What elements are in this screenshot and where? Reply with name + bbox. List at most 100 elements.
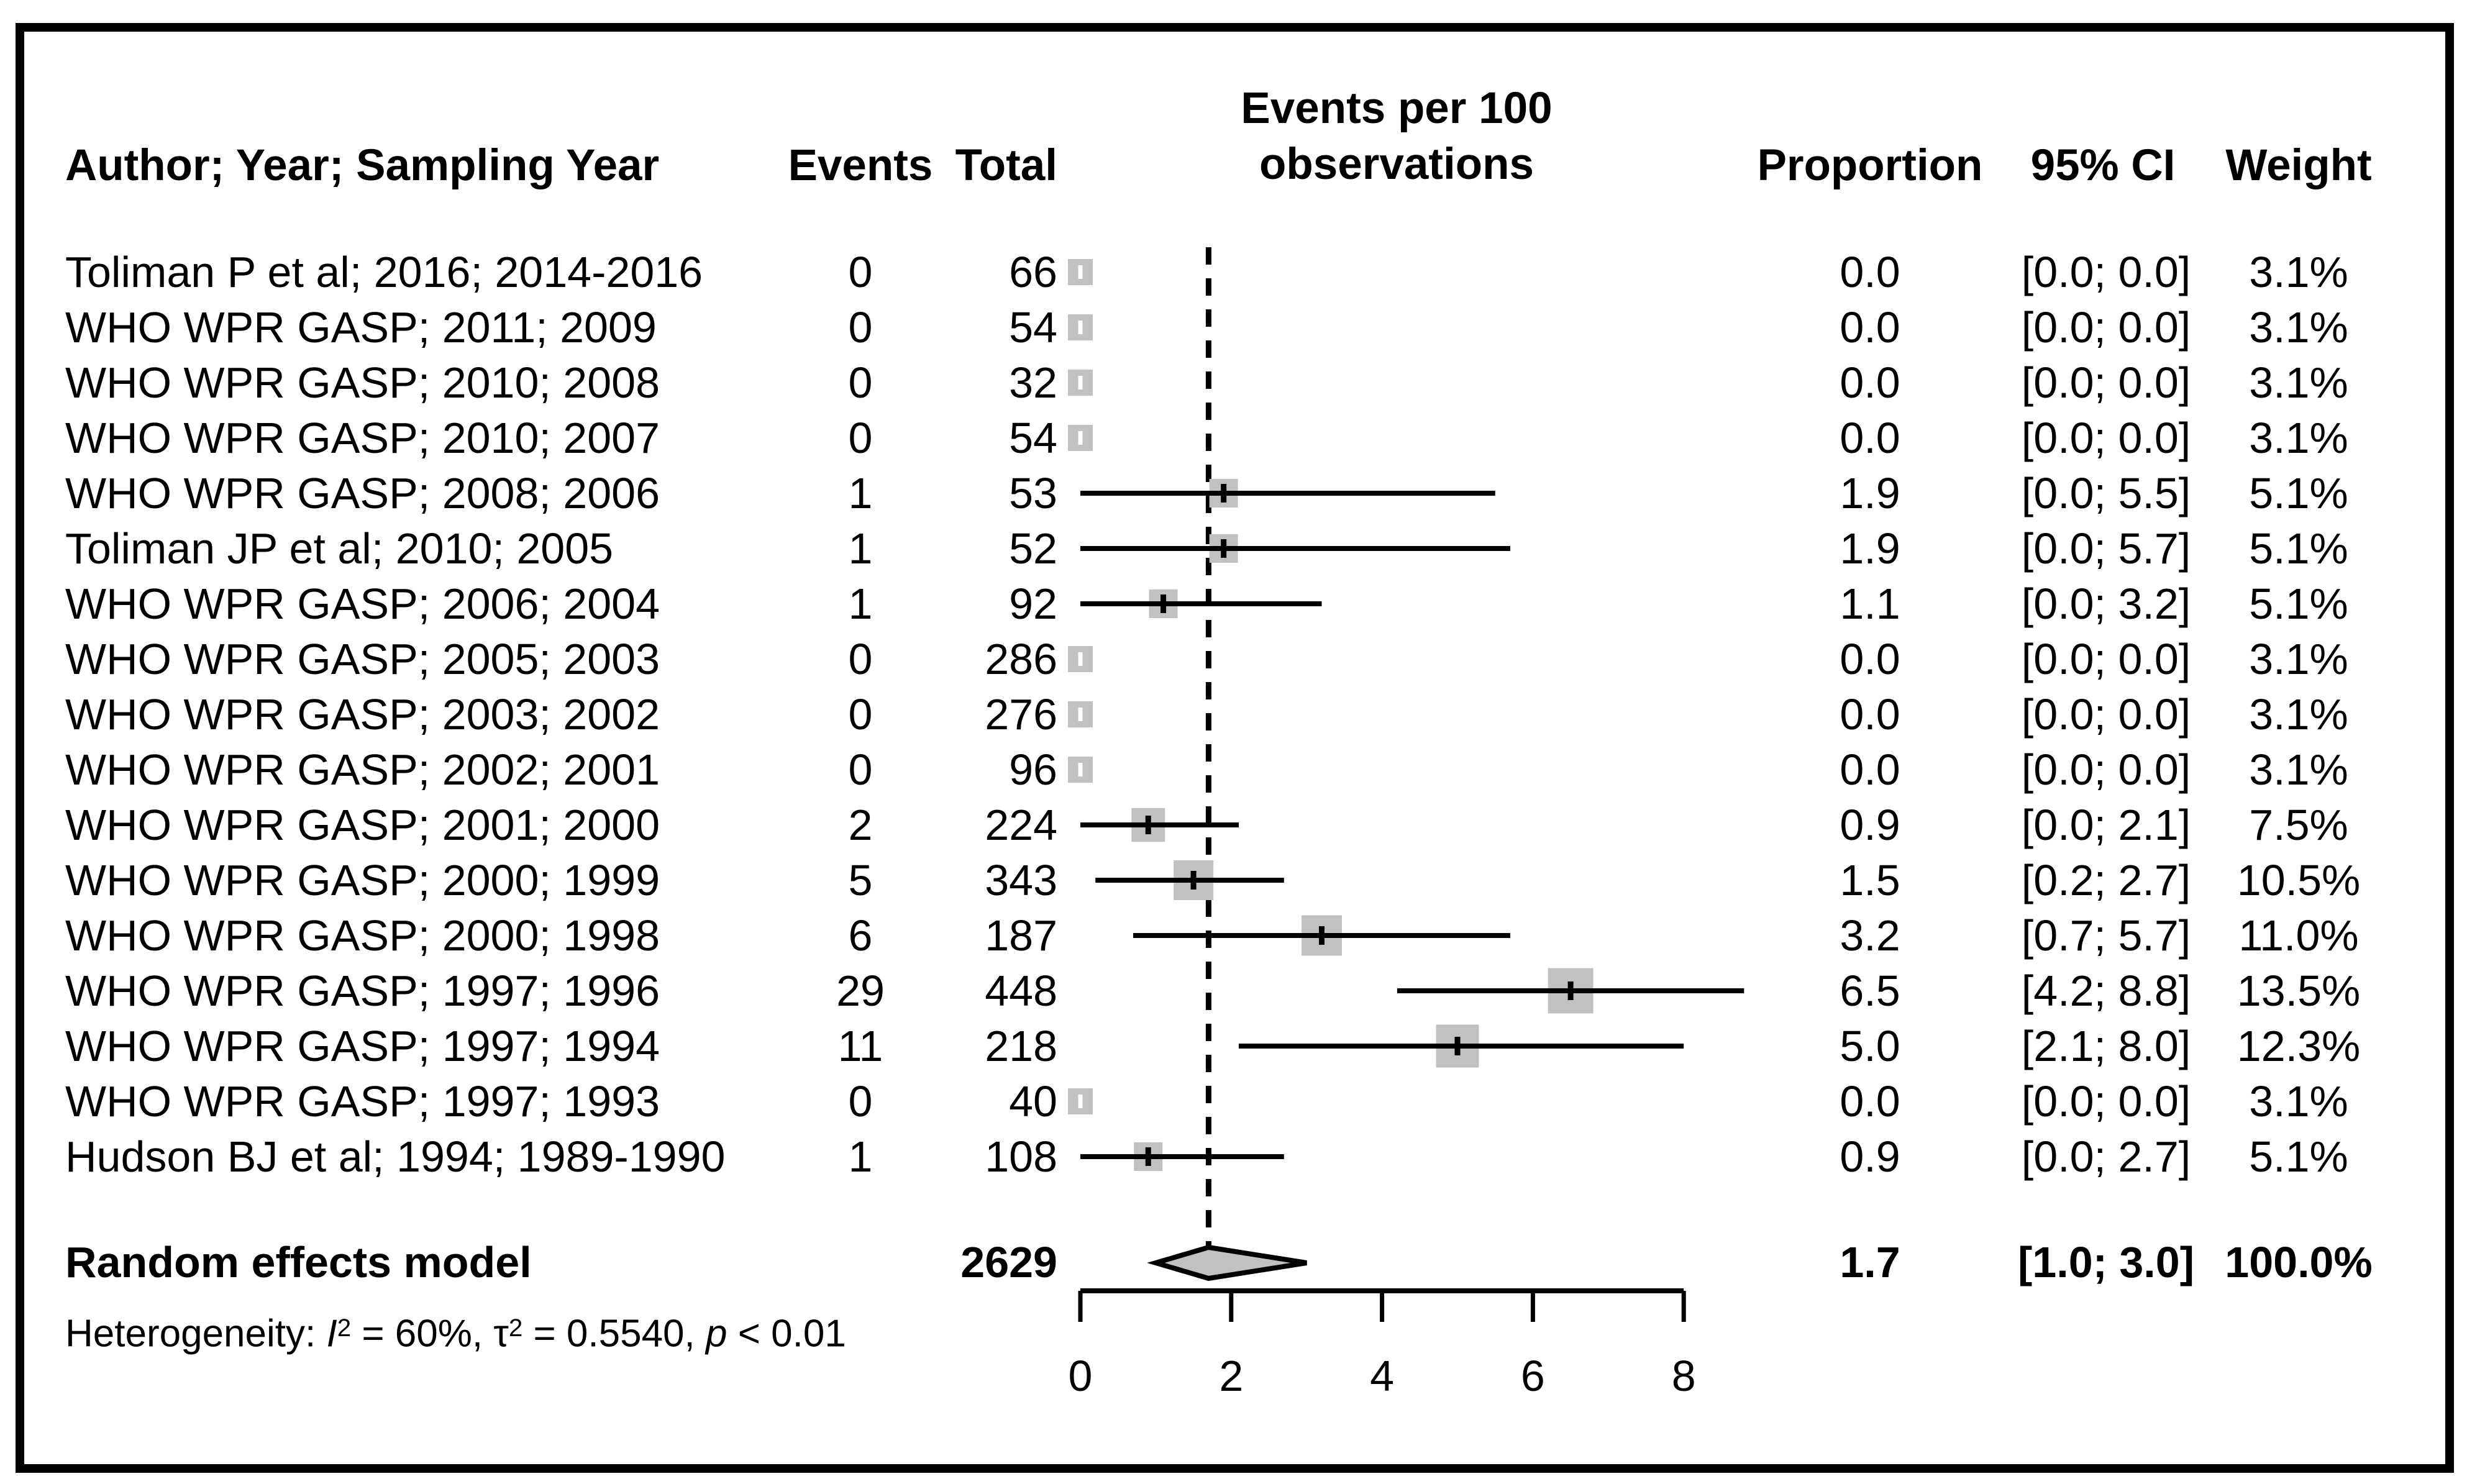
study-events: 1 (848, 469, 873, 517)
study-ci: [0.0; 2.7] (2021, 1132, 2191, 1181)
study-label: WHO WPR GASP; 2002; 2001 (65, 745, 660, 794)
x-axis-tick-label: 0 (1068, 1352, 1093, 1400)
zero-event-tick (1078, 708, 1083, 721)
study-proportion: 6.5 (1840, 967, 1900, 1015)
study-total: 32 (1009, 358, 1057, 407)
study-label: WHO WPR GASP; 1997; 1993 (65, 1077, 660, 1126)
study-proportion: 3.2 (1840, 911, 1900, 960)
study-proportion: 0.0 (1840, 414, 1900, 462)
het-p-value: < 0.01 (727, 1312, 846, 1355)
zero-event-tick (1078, 431, 1083, 445)
study-weight: 3.1% (2249, 248, 2348, 296)
study-events: 11 (837, 1022, 883, 1070)
study-weight: 5.1% (2249, 524, 2348, 573)
column-header-plot-line2: observations (1259, 140, 1534, 189)
study-weight: 3.1% (2249, 1077, 2348, 1126)
study-ci: [0.0; 5.7] (2021, 524, 2191, 573)
study-events: 0 (848, 248, 873, 296)
zero-event-tick (1078, 1095, 1083, 1108)
study-ci: [0.0; 0.0] (2021, 690, 2191, 739)
study-label: WHO WPR GASP; 1997; 1994 (65, 1022, 660, 1070)
study-weight: 3.1% (2249, 414, 2348, 462)
study-weight: 3.1% (2249, 690, 2348, 739)
study-events: 5 (848, 856, 873, 904)
study-label: Hudson BJ et al; 1994; 1989-1990 (65, 1132, 726, 1181)
study-events: 29 (836, 967, 885, 1015)
study-weight: 11.0% (2238, 911, 2359, 960)
study-proportion: 0.0 (1840, 248, 1900, 296)
summary-label: Random effects model (65, 1238, 532, 1286)
zero-event-tick (1078, 652, 1083, 666)
point-tick (1145, 816, 1151, 834)
het-i-symbol: I (326, 1312, 337, 1355)
study-ci: [0.0; 0.0] (2021, 414, 2191, 462)
study-total: 52 (1009, 524, 1057, 573)
summary-diamond (1147, 1244, 1307, 1281)
point-tick (1145, 1147, 1151, 1166)
summary-total: 2629 (960, 1238, 1057, 1286)
study-proportion: 0.0 (1840, 690, 1900, 739)
study-label: Toliman P et al; 2016; 2014-2016 (65, 248, 703, 296)
het-tau-sup: 2 (508, 1313, 523, 1342)
het-p-symbol: p (706, 1312, 727, 1355)
study-label: WHO WPR GASP; 2003; 2002 (65, 690, 660, 739)
study-total: 218 (985, 1022, 1057, 1070)
column-header-proportion: Proportion (1757, 141, 1983, 190)
study-events: 1 (848, 524, 873, 573)
study-proportion: 0.0 (1840, 745, 1900, 794)
study-total: 108 (985, 1132, 1057, 1181)
study-proportion: 0.9 (1840, 801, 1900, 849)
study-events: 0 (848, 690, 873, 739)
study-label: WHO WPR GASP; 2010; 2007 (65, 414, 660, 462)
study-events: 1 (848, 580, 873, 628)
point-tick (1221, 539, 1227, 558)
study-proportion: 1.9 (1840, 524, 1900, 573)
study-events: 0 (848, 303, 873, 352)
het-i-value: = 60%, (351, 1312, 494, 1355)
het-tau-symbol: τ (493, 1312, 509, 1355)
study-weight: 3.1% (2249, 358, 2348, 407)
study-ci: [0.0; 0.0] (2021, 358, 2191, 407)
study-ci: [0.0; 0.0] (2021, 635, 2191, 683)
x-axis-tick-label: 6 (1520, 1352, 1545, 1400)
study-total: 92 (1009, 580, 1057, 628)
study-total: 343 (985, 856, 1057, 904)
study-events: 2 (848, 801, 873, 849)
zero-event-tick (1078, 321, 1083, 334)
study-weight: 3.1% (2249, 635, 2348, 683)
study-ci: [0.0; 0.0] (2021, 248, 2191, 296)
study-ci: [0.0; 0.0] (2021, 1077, 2191, 1126)
summary-ci: [1.0; 3.0] (2018, 1238, 2194, 1286)
study-events: 0 (848, 745, 873, 794)
study-ci: [0.0; 0.0] (2021, 303, 2191, 352)
study-ci: [0.2; 2.7] (2021, 856, 2191, 904)
study-label: WHO WPR GASP; 2000; 1998 (65, 911, 660, 960)
x-axis-tick-label: 4 (1370, 1352, 1395, 1400)
het-prefix: Heterogeneity: (65, 1312, 327, 1355)
study-total: 54 (1009, 303, 1057, 352)
study-proportion: 0.0 (1840, 635, 1900, 683)
study-total: 286 (985, 635, 1057, 683)
figure-border (16, 23, 2454, 1473)
study-events: 0 (848, 414, 873, 462)
column-header-plot-line1: Events per 100 (1241, 84, 1553, 133)
zero-event-tick (1078, 763, 1083, 776)
het-tau-value: = 0.5540, (522, 1312, 706, 1355)
study-proportion: 5.0 (1840, 1022, 1900, 1070)
x-axis-tick-label: 8 (1671, 1352, 1696, 1400)
heterogeneity-note: Heterogeneity: I2 = 60%, τ2 = 0.5540, p … (65, 1306, 846, 1354)
point-tick (1190, 871, 1197, 890)
study-ci: [0.7; 5.7] (2021, 911, 2191, 960)
x-axis-tick-label: 2 (1219, 1352, 1244, 1400)
study-proportion: 1.1 (1840, 580, 1900, 628)
study-label: WHO WPR GASP; 1997; 1996 (65, 967, 660, 1015)
study-weight: 7.5% (2249, 801, 2348, 849)
point-tick (1318, 926, 1325, 945)
het-i-sup: 2 (337, 1313, 352, 1342)
study-total: 187 (985, 911, 1057, 960)
point-tick (1161, 594, 1167, 613)
zero-event-tick (1078, 376, 1083, 389)
column-header-total: Total (955, 141, 1057, 190)
study-label: Toliman JP et al; 2010; 2005 (65, 524, 614, 573)
